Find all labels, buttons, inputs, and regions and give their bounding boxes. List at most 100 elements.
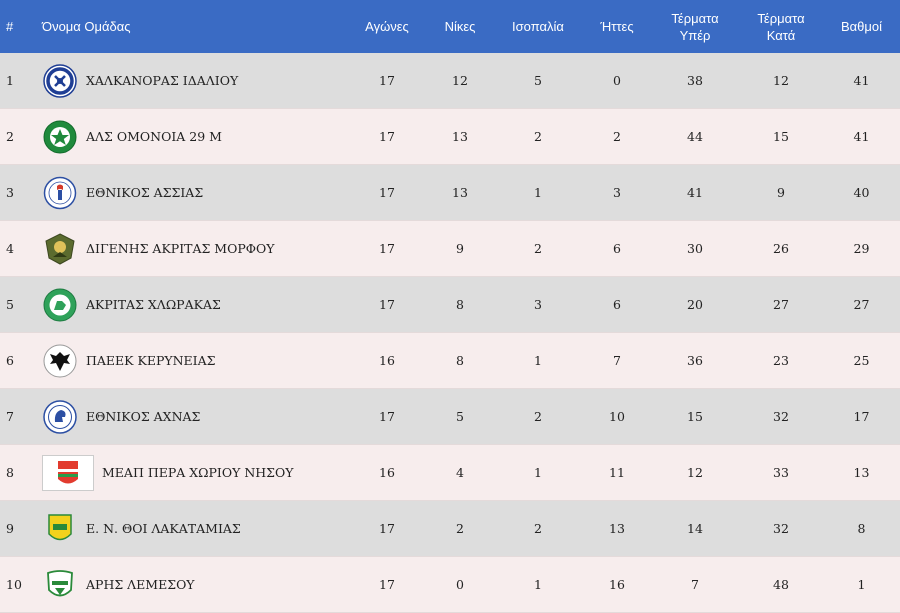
goals-against-cell: 12 bbox=[739, 53, 823, 109]
header-losses[interactable]: Ήττες bbox=[583, 0, 651, 53]
team-name-link[interactable]: ΔΙΓΕΝΗΣ ΑΚΡΙΤΑΣ ΜΟΡΦΟΥ bbox=[86, 241, 275, 256]
goals-for-cell: 12 bbox=[651, 444, 739, 501]
team-name-link[interactable]: ΠΑΕΕΚ ΚΕΡΥΝΕΙΑΣ bbox=[86, 353, 216, 368]
wins-cell: 0 bbox=[427, 556, 493, 613]
header-goals-against-line2: Κατά bbox=[766, 27, 796, 43]
points-cell: 40 bbox=[823, 164, 900, 221]
losses-cell: 16 bbox=[583, 556, 651, 613]
header-goals-against[interactable]: Τέρματα Κατά bbox=[739, 0, 823, 53]
table-row: 10 ΑΡΗΣ ΛΕΜΕΣΟΥ 17 0 1 16 7 4 bbox=[0, 556, 900, 613]
points-cell: 25 bbox=[823, 332, 900, 389]
goals-for-cell: 44 bbox=[651, 108, 739, 165]
ethnikos-assias-crest-icon[interactable] bbox=[42, 175, 78, 211]
draws-cell: 2 bbox=[493, 220, 583, 277]
played-cell: 17 bbox=[347, 556, 427, 613]
table-row: 9 Ε. Ν. ΘΟΙ ΛΑΚΑΤΑΜΙΑΣ 17 2 2 13 14 32 bbox=[0, 500, 900, 557]
team-cell: ΑΚΡΙΤΑΣ ΧΛΩΡΑΚΑΣ bbox=[40, 276, 347, 333]
goals-against-cell: 27 bbox=[739, 276, 823, 333]
points-cell: 41 bbox=[823, 53, 900, 109]
rank-cell: 8 bbox=[0, 444, 40, 501]
played-cell: 17 bbox=[347, 220, 427, 277]
header-rank: # bbox=[0, 0, 40, 53]
team-name-link[interactable]: ΑΛΣ ΟΜΟΝΟΙΑ 29 Μ bbox=[86, 129, 222, 144]
chalkanoras-crest-icon[interactable] bbox=[42, 63, 78, 99]
losses-cell: 0 bbox=[583, 53, 651, 109]
goals-for-cell: 41 bbox=[651, 164, 739, 221]
team-name-link[interactable]: ΧΑΛΚΑΝΟΡΑΣ ΙΔΑΛΙΟΥ bbox=[86, 73, 239, 88]
points-cell: 17 bbox=[823, 388, 900, 445]
losses-cell: 3 bbox=[583, 164, 651, 221]
goals-against-cell: 23 bbox=[739, 332, 823, 389]
played-cell: 17 bbox=[347, 500, 427, 557]
header-row: # Όνομα Ομάδας Αγώνες Νίκες Ισοπαλία Ήττ… bbox=[0, 0, 900, 53]
table-row: 7 ΕΘΝΙΚΟΣ ΑΧΝΑΣ 17 5 2 10 15 bbox=[0, 388, 900, 445]
table-row: 6 ΠΑΕΕΚ ΚΕΡΥΝΕΙΑΣ 16 8 1 7 36 23 25 bbox=[0, 332, 900, 389]
header-team[interactable]: Όνομα Ομάδας bbox=[40, 0, 347, 53]
wins-cell: 9 bbox=[427, 220, 493, 277]
rank-cell: 3 bbox=[0, 164, 40, 221]
header-goals-for[interactable]: Τέρματα Υπέρ bbox=[651, 0, 739, 53]
team-name-link[interactable]: ΕΘΝΙΚΟΣ ΑΧΝΑΣ bbox=[86, 409, 201, 424]
akritas-crest-icon[interactable] bbox=[42, 287, 78, 323]
draws-cell: 1 bbox=[493, 444, 583, 501]
draws-cell: 2 bbox=[493, 108, 583, 165]
team-name-link[interactable]: ΑΡΗΣ ΛΕΜΕΣΟΥ bbox=[86, 577, 195, 592]
goals-for-cell: 20 bbox=[651, 276, 739, 333]
team-name-link[interactable]: ΜΕΑΠ ΠΕΡΑ ΧΩΡΙΟΥ ΝΗΣΟΥ bbox=[102, 465, 294, 480]
points-cell: 29 bbox=[823, 220, 900, 277]
header-draws[interactable]: Ισοπαλία bbox=[493, 0, 583, 53]
omonoia-crest-icon[interactable] bbox=[42, 119, 78, 155]
losses-cell: 13 bbox=[583, 500, 651, 557]
thoi-crest-icon[interactable] bbox=[42, 511, 78, 547]
goals-against-cell: 32 bbox=[739, 388, 823, 445]
losses-cell: 7 bbox=[583, 332, 651, 389]
table-row: 8 ΜΕΑΠ ΠΕΡΑ ΧΩΡΙΟΥ ΝΗΣΟΥ 16 4 1 bbox=[0, 444, 900, 501]
losses-cell: 6 bbox=[583, 276, 651, 333]
played-cell: 17 bbox=[347, 276, 427, 333]
rank-cell: 10 bbox=[0, 556, 40, 613]
aris-crest-icon[interactable] bbox=[42, 567, 78, 603]
team-cell: ΑΛΣ ΟΜΟΝΟΙΑ 29 Μ bbox=[40, 108, 347, 165]
played-cell: 16 bbox=[347, 444, 427, 501]
draws-cell: 5 bbox=[493, 53, 583, 109]
goals-against-cell: 9 bbox=[739, 164, 823, 221]
team-name-link[interactable]: ΑΚΡΙΤΑΣ ΧΛΩΡΑΚΑΣ bbox=[86, 297, 221, 312]
goals-for-cell: 36 bbox=[651, 332, 739, 389]
wins-cell: 13 bbox=[427, 164, 493, 221]
table-row: 2 ΑΛΣ ΟΜΟΝΟΙΑ 29 Μ 17 13 2 2 44 bbox=[0, 108, 900, 165]
team-cell: ΕΘΝΙΚΟΣ ΑΣΣΙΑΣ bbox=[40, 164, 347, 221]
meap-crest-icon[interactable] bbox=[42, 454, 94, 491]
header-played[interactable]: Αγώνες bbox=[347, 0, 427, 53]
table-row: 1 ΧΑΛΚΑΝΟΡΑΣ ΙΔΑΛΙΟΥ 17 12 5 bbox=[0, 53, 900, 109]
team-name-link[interactable]: ΕΘΝΙΚΟΣ ΑΣΣΙΑΣ bbox=[86, 185, 204, 200]
played-cell: 17 bbox=[347, 164, 427, 221]
points-cell: 1 bbox=[823, 556, 900, 613]
digenis-crest-icon[interactable] bbox=[42, 231, 78, 267]
rank-cell: 6 bbox=[0, 332, 40, 389]
losses-cell: 10 bbox=[583, 388, 651, 445]
losses-cell: 11 bbox=[583, 444, 651, 501]
team-cell: ΑΡΗΣ ΛΕΜΕΣΟΥ bbox=[40, 556, 347, 613]
header-goals-against-line1: Τέρματα bbox=[757, 10, 805, 26]
header-wins[interactable]: Νίκες bbox=[427, 0, 493, 53]
team-name-link[interactable]: Ε. Ν. ΘΟΙ ΛΑΚΑΤΑΜΙΑΣ bbox=[86, 521, 241, 536]
table-row: 3 ΕΘΝΙΚΟΣ ΑΣΣΙΑΣ 17 13 1 3 bbox=[0, 164, 900, 221]
goals-for-cell: 38 bbox=[651, 53, 739, 109]
losses-cell: 2 bbox=[583, 108, 651, 165]
team-cell: Ε. Ν. ΘΟΙ ΛΑΚΑΤΑΜΙΑΣ bbox=[40, 500, 347, 557]
table-row: 5 ΑΚΡΙΤΑΣ ΧΛΩΡΑΚΑΣ 17 8 3 6 20 bbox=[0, 276, 900, 333]
points-cell: 8 bbox=[823, 500, 900, 557]
ethnikos-achnas-crest-icon[interactable] bbox=[42, 399, 78, 435]
table-row: 4 ΔΙΓΕΝΗΣ ΑΚΡΙΤΑΣ ΜΟΡΦΟΥ 17 9 2 6 3 bbox=[0, 220, 900, 277]
draws-cell: 2 bbox=[493, 500, 583, 557]
points-cell: 41 bbox=[823, 108, 900, 165]
header-points[interactable]: Βαθμοί bbox=[823, 0, 900, 53]
rank-cell: 2 bbox=[0, 108, 40, 165]
wins-cell: 4 bbox=[427, 444, 493, 501]
paeek-crest-icon[interactable] bbox=[42, 343, 78, 379]
draws-cell: 1 bbox=[493, 164, 583, 221]
rank-cell: 9 bbox=[0, 500, 40, 557]
wins-cell: 2 bbox=[427, 500, 493, 557]
goals-for-cell: 7 bbox=[651, 556, 739, 613]
